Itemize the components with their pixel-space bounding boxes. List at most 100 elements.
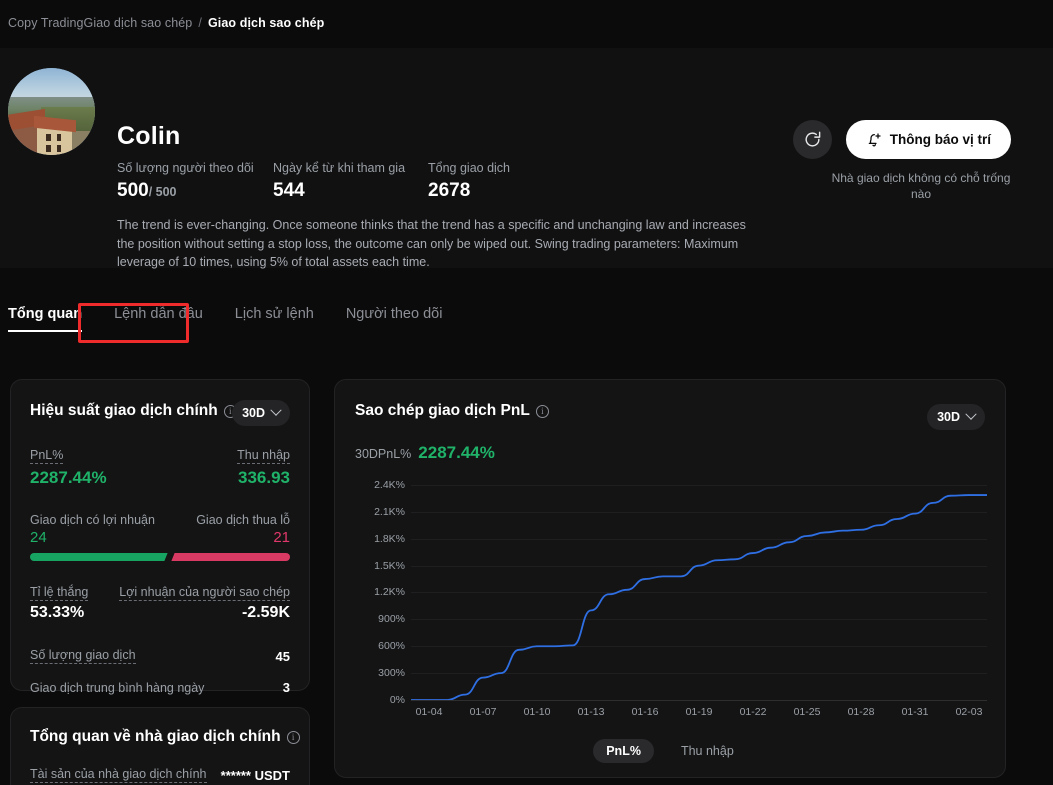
tab-lead-orders[interactable]: Lệnh dẫn đầu bbox=[114, 306, 203, 322]
chart-x-axis-labels: 01-04 01-07 01-10 01-13 01-16 01-19 01-22 01-25… bbox=[411, 706, 987, 722]
trade-counts-values-row: 24 21 bbox=[30, 529, 290, 546]
win-ratio-segment bbox=[30, 553, 169, 561]
share-external-icon[interactable] bbox=[792, 120, 832, 159]
pnl-value: 2287.44% bbox=[30, 468, 107, 487]
avatar-window bbox=[46, 144, 51, 152]
stat-followers: Số lượng người theo dõi 500/ 500 bbox=[117, 160, 273, 202]
bell-plus-icon bbox=[866, 132, 882, 148]
chart-summary: 30DPnL% 2287.44% bbox=[355, 443, 495, 463]
performance-period-label: 30D bbox=[242, 406, 265, 420]
avg-daily-value: 3 bbox=[282, 680, 290, 695]
stat-total-trades: Tổng giao dịch 2678 bbox=[428, 160, 510, 202]
stat-value-main: 500 bbox=[117, 180, 149, 201]
y-tick-label: 600% bbox=[378, 640, 405, 653]
copier-pnl-label: Lợi nhuận của người sao chép bbox=[119, 585, 290, 601]
chart-line-svg bbox=[411, 476, 987, 700]
income-label: Thu nhập bbox=[237, 448, 290, 464]
tab-bar: Tổng quan Lệnh dẫn đầu Lịch sử lệnh Ngườ… bbox=[8, 306, 458, 332]
chevron-down-icon bbox=[965, 408, 977, 420]
trade-count-row: Số lượng giao dịch 45 bbox=[30, 648, 290, 664]
page-title: Colin bbox=[117, 122, 181, 150]
tab-order-history[interactable]: Lịch sử lệnh bbox=[234, 306, 314, 322]
stat-value: 500/ 500 bbox=[117, 180, 273, 202]
gridline bbox=[411, 538, 987, 540]
chevron-down-icon bbox=[270, 404, 282, 416]
y-tick-label: 900% bbox=[378, 613, 405, 626]
info-circle-icon[interactable]: i bbox=[535, 404, 549, 418]
performance-card: Hiệu suất giao dịch chính i 30D PnL% Thu… bbox=[10, 379, 310, 695]
breadcrumb: Copy TradingGiao dịch sao chép / Giao dị… bbox=[8, 16, 324, 30]
x-tick-label: 01-10 bbox=[523, 706, 551, 718]
chart-plot-area: 0% 300% 600% 900% 1.2K% 1.5K% 1.8K% 2.1K% 2.4K% … bbox=[355, 476, 987, 718]
win-loss-ratio-bar bbox=[30, 552, 290, 562]
y-tick-label: 1.5K% bbox=[374, 559, 405, 572]
y-tick-label: 2.4K% bbox=[374, 478, 405, 491]
stat-label: Số lượng người theo dõi bbox=[117, 161, 254, 175]
x-tick-label: 01-13 bbox=[577, 706, 605, 718]
chart-header: Sao chép giao dịch PnL i bbox=[355, 402, 549, 420]
breadcrumb-current: Giao dịch sao chép bbox=[207, 16, 325, 30]
breadcrumb-parent-link[interactable]: Copy TradingGiao dịch sao chép bbox=[8, 16, 193, 30]
chart-summary-value: 2287.44% bbox=[418, 443, 495, 462]
y-tick-label: 1.2K% bbox=[374, 586, 405, 599]
loss-ratio-segment bbox=[168, 553, 290, 561]
trade-count-value: 45 bbox=[275, 648, 290, 664]
profit-trades-value: 24 bbox=[30, 529, 47, 546]
trade-counts-labels-row: Giao dịch có lợi nhuận Giao dịch thua lỗ bbox=[30, 513, 290, 527]
stat-value: 544 bbox=[273, 180, 305, 201]
avatar-window bbox=[56, 134, 62, 142]
notify-position-button[interactable]: Thông báo vị trí bbox=[845, 120, 1011, 159]
y-tick-label: 1.8K% bbox=[374, 532, 405, 545]
stat-label: Tổng giao dịch bbox=[428, 161, 511, 175]
pnl-row: PnL% Thu nhập bbox=[30, 448, 290, 464]
chart-line-wrapper bbox=[411, 476, 987, 700]
gridline bbox=[411, 619, 987, 621]
legend-item-income[interactable]: Thu nhập bbox=[680, 744, 734, 758]
loss-trades-label: Giao dịch thua lỗ bbox=[196, 513, 290, 527]
avatar[interactable] bbox=[8, 68, 95, 155]
chart-summary-label: 30DPnL% bbox=[355, 447, 412, 461]
tab-followers[interactable]: Người theo dõi bbox=[345, 306, 443, 322]
profit-trades-label: Giao dịch có lợi nhuận bbox=[30, 513, 155, 527]
x-tick-label: 01-22 bbox=[739, 706, 767, 718]
trader-asset-row: Tài sản của nhà giao dịch chính ****** U… bbox=[30, 767, 290, 783]
trader-overview-title: Tổng quan về nhà giao dịch chính bbox=[30, 728, 281, 745]
header-actions: Thông báo vị trí bbox=[792, 120, 1011, 159]
y-tick-label: 0% bbox=[389, 694, 405, 706]
avatar-building-right bbox=[72, 130, 95, 155]
performance-period-selector[interactable]: 30D bbox=[232, 400, 290, 426]
x-tick-label: 01-19 bbox=[685, 706, 713, 718]
winrate-values-row: 53.33% -2.59K bbox=[30, 604, 290, 622]
profile-bio: The trend is ever-changing. Once someone… bbox=[117, 218, 746, 269]
breadcrumb-separator: / bbox=[198, 16, 202, 30]
stat-value: 2678 bbox=[428, 180, 471, 201]
stat-value-suffix: / 500 bbox=[148, 185, 177, 199]
trader-overview-card: Tổng quan về nhà giao dịch chính i Tài s… bbox=[10, 707, 310, 785]
gridline bbox=[411, 646, 987, 648]
stat-label: Ngày kể từ khi tham gia bbox=[273, 161, 406, 175]
x-tick-label: 01-07 bbox=[469, 706, 497, 718]
avatar-window bbox=[46, 134, 51, 142]
pnl-values-row: 2287.44% 336.93 bbox=[30, 468, 290, 488]
gridline bbox=[411, 484, 987, 486]
tab-overview[interactable]: Tổng quan bbox=[8, 306, 98, 332]
copier-pnl-value: -2.59K bbox=[241, 604, 290, 621]
availability-note: Nhà giao dịch không có chỗ trống nào bbox=[831, 171, 1011, 201]
pnl-label: PnL% bbox=[30, 448, 64, 464]
trader-asset-value: ****** USDT bbox=[220, 767, 290, 783]
y-tick-label: 2.1K% bbox=[374, 505, 405, 518]
performance-card-title: Hiệu suất giao dịch chính bbox=[30, 402, 218, 419]
x-tick-label: 01-28 bbox=[847, 706, 875, 718]
pnl-chart-card: Sao chép giao dịch PnL i 30D 30DPnL% 228… bbox=[334, 379, 1006, 778]
chart-period-selector[interactable]: 30D bbox=[927, 404, 985, 430]
x-tick-label: 01-16 bbox=[631, 706, 659, 718]
legend-item-pnl[interactable]: PnL% bbox=[593, 739, 654, 763]
info-circle-icon[interactable]: i bbox=[286, 730, 300, 744]
x-tick-label: 02-03 bbox=[955, 706, 983, 718]
y-tick-label: 300% bbox=[378, 667, 405, 680]
trade-count-label: Số lượng giao dịch bbox=[30, 648, 136, 664]
chart-title: Sao chép giao dịch PnL bbox=[355, 402, 530, 419]
win-rate-value: 53.33% bbox=[30, 604, 85, 621]
chart-y-axis-labels: 0% 300% 600% 900% 1.2K% 1.5K% 1.8K% 2.1K% 2.4K% bbox=[355, 476, 405, 706]
